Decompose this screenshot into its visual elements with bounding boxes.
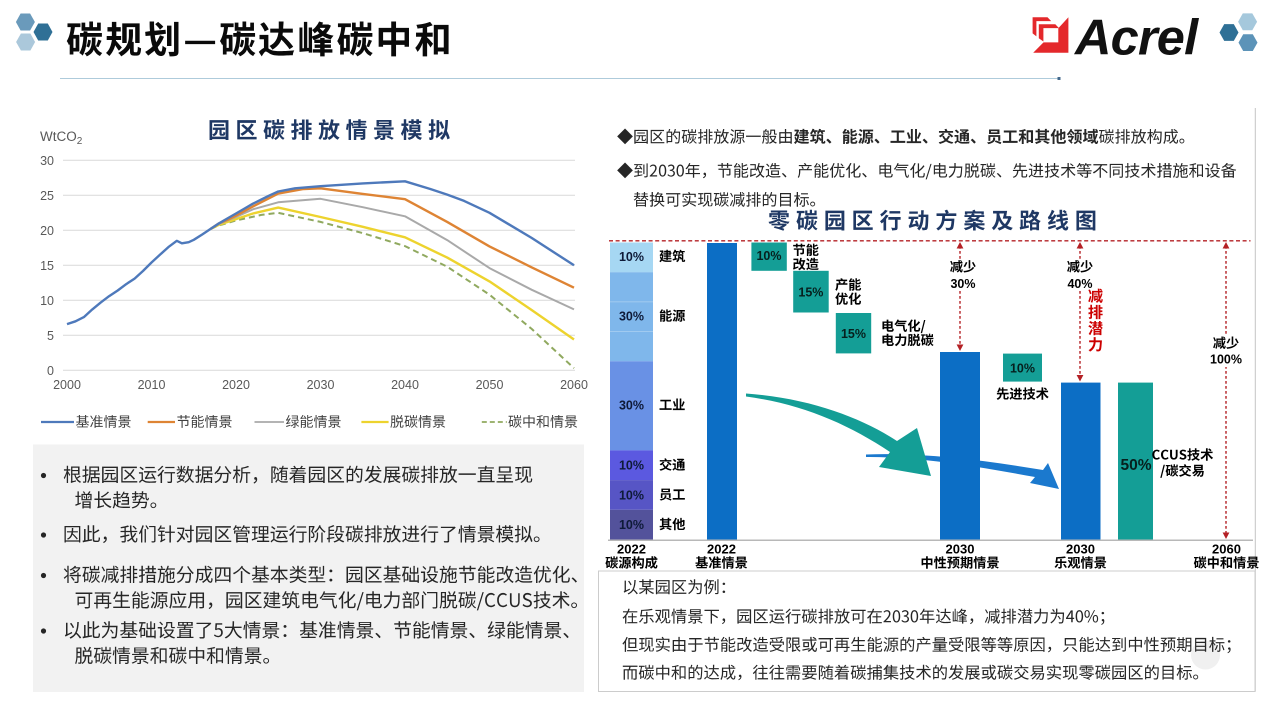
svg-text:30%: 30% bbox=[619, 399, 644, 413]
svg-text:2030: 2030 bbox=[946, 542, 975, 557]
svg-text:WtCO2: WtCO2 bbox=[40, 129, 83, 147]
svg-text:50%: 50% bbox=[1120, 457, 1151, 474]
svg-text:2060: 2060 bbox=[560, 378, 588, 392]
svg-text:15%: 15% bbox=[841, 327, 866, 341]
svg-text:10%: 10% bbox=[619, 459, 644, 473]
svg-text:2000: 2000 bbox=[53, 378, 81, 392]
svg-text:10%: 10% bbox=[619, 518, 644, 532]
svg-text:25: 25 bbox=[40, 189, 54, 203]
svg-text:10%: 10% bbox=[756, 249, 781, 263]
svg-text:20: 20 bbox=[40, 224, 54, 238]
svg-text:30%: 30% bbox=[950, 277, 975, 291]
svg-text:Acrel: Acrel bbox=[1073, 9, 1199, 66]
svg-text:10%: 10% bbox=[619, 488, 644, 502]
svg-text:30%: 30% bbox=[619, 310, 644, 324]
svg-text:2030: 2030 bbox=[1066, 542, 1095, 557]
svg-text:10: 10 bbox=[40, 294, 54, 308]
svg-text:0: 0 bbox=[47, 364, 54, 378]
svg-text:30: 30 bbox=[40, 154, 54, 168]
svg-text:10%: 10% bbox=[1010, 361, 1035, 375]
svg-text:2010: 2010 bbox=[138, 378, 166, 392]
svg-text:2060: 2060 bbox=[1212, 542, 1241, 557]
svg-text:2040: 2040 bbox=[391, 378, 419, 392]
svg-text:10%: 10% bbox=[619, 250, 644, 264]
svg-text:2022: 2022 bbox=[707, 542, 736, 557]
svg-text:5: 5 bbox=[47, 329, 54, 343]
svg-text:15%: 15% bbox=[798, 285, 823, 299]
svg-text:40%: 40% bbox=[1067, 277, 1092, 291]
svg-text:2020: 2020 bbox=[222, 378, 250, 392]
svg-text:15: 15 bbox=[40, 259, 54, 273]
svg-text:2050: 2050 bbox=[476, 378, 504, 392]
svg-text:2030: 2030 bbox=[307, 378, 335, 392]
svg-text:100%: 100% bbox=[1210, 352, 1242, 366]
svg-text:2022: 2022 bbox=[617, 542, 646, 557]
